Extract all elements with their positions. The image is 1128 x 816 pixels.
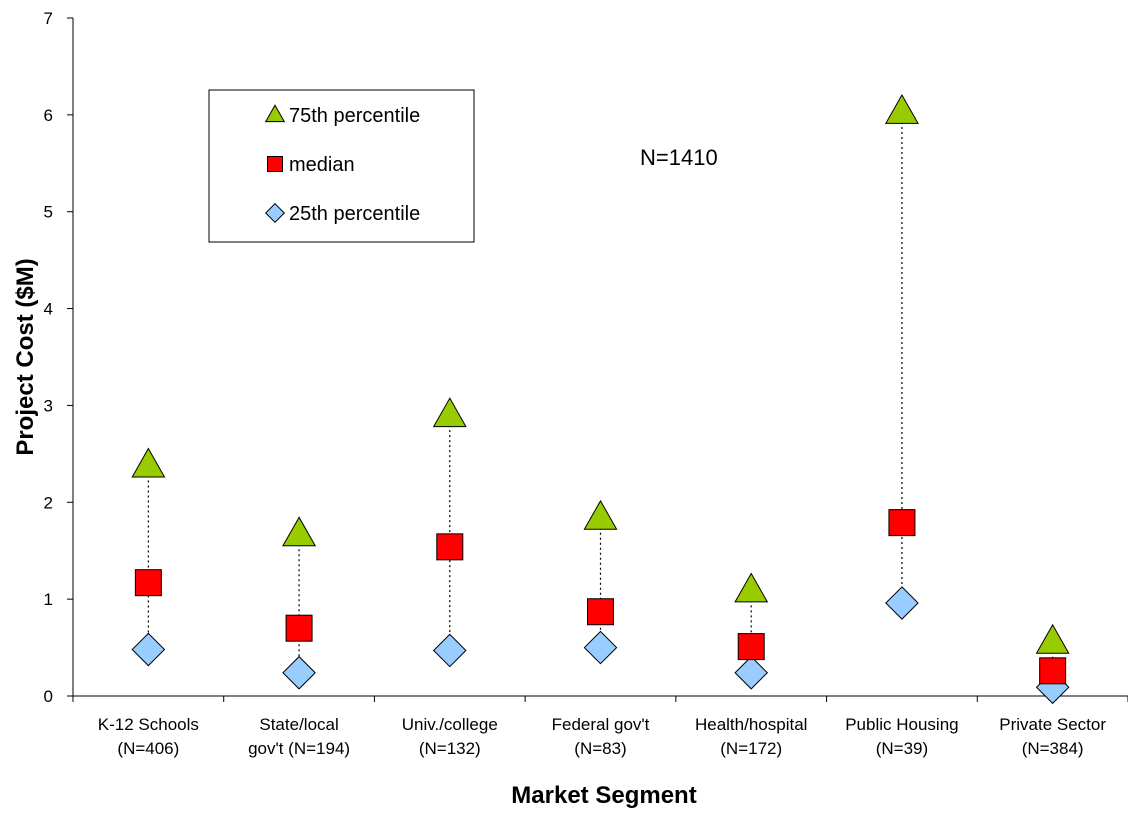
legend-median-marker (267, 156, 283, 172)
x-category-label: K-12 Schools (N=406) (98, 715, 199, 758)
median-point (436, 533, 464, 561)
x-category-label: State/local gov't (N=194) (248, 715, 350, 758)
median-point (134, 569, 162, 597)
legend: 75th percentile median 25th percentile (208, 89, 475, 243)
median-point (1039, 657, 1067, 685)
whiskers (147, 111, 1054, 688)
x-category-label-line: (N=132) (419, 739, 481, 758)
x-category-label-line: Health/hospital (695, 715, 807, 734)
x-category-label: Univ./college (N=132) (402, 715, 498, 758)
y-tick-label: 0 (44, 687, 53, 706)
y-tick-label: 5 (44, 203, 53, 222)
x-category-label-line: Private Sector (999, 715, 1106, 734)
75th-percentile-point (884, 94, 919, 124)
markers (131, 94, 1070, 705)
75th-percentile-point (734, 572, 769, 603)
x-category-label-line: (N=83) (574, 739, 626, 758)
75th-percentile-point (282, 516, 317, 547)
x-category-label: Public Housing (N=39) (845, 715, 958, 758)
median-point (285, 614, 313, 642)
median-point (888, 509, 916, 537)
x-category-label-line: (N=172) (720, 739, 782, 758)
x-category-label-line: State/local (259, 715, 338, 734)
25th-percentile-point (432, 633, 467, 668)
y-tick-label: 4 (44, 300, 53, 319)
75th-percentile-point (583, 499, 618, 530)
x-category-label-line: (N=406) (117, 739, 179, 758)
legend-median-label: median (289, 154, 355, 176)
legend-75th-percentile-label: 75th percentile (289, 105, 420, 127)
legend-25th-percentile-label: 25th percentile (289, 203, 420, 225)
x-axis-title: Market Segment (511, 782, 696, 809)
legend-75th-percentile-marker (264, 104, 286, 123)
x-category-label: Private Sector (N=384) (999, 715, 1106, 758)
y-tick-label: 2 (44, 493, 53, 512)
y-tick-label: 1 (44, 590, 53, 609)
x-category-label-line: gov't (N=194) (248, 739, 350, 758)
75th-percentile-point (131, 447, 166, 478)
25th-percentile-point (734, 655, 769, 690)
25th-percentile-point (131, 632, 166, 667)
x-category-label-line: Federal gov't (552, 715, 650, 734)
axes: 0 1 2 3 4 5 6 7 K-12 Schools (N=406) State/local go… (44, 9, 1128, 758)
legend-box (208, 89, 475, 243)
75th-percentile-point (432, 397, 467, 428)
25th-percentile-point (885, 586, 919, 620)
75th-percentile-point (1035, 623, 1070, 654)
x-category-label: Federal gov't (N=83) (552, 715, 650, 758)
x-category-label-line: Public Housing (845, 715, 958, 734)
x-category-label-line: (N=39) (876, 739, 928, 758)
x-category-label-line: Univ./college (402, 715, 498, 734)
25th-percentile-point (583, 630, 618, 665)
y-tick-label: 6 (44, 106, 53, 125)
25th-percentile-point (282, 655, 316, 690)
y-tick-label: 3 (44, 396, 53, 415)
x-category-label-line: (N=384) (1022, 739, 1084, 758)
legend-25th-percentile-marker (264, 202, 286, 224)
x-category-label-line: K-12 Schools (98, 715, 199, 734)
y-axis-title: Project Cost ($M) (12, 258, 39, 455)
median-point (587, 598, 614, 626)
y-tick-label: 7 (44, 9, 53, 28)
median-point (737, 633, 765, 661)
x-category-label: Health/hospital (N=172) (695, 715, 807, 758)
total-n-annotation: N=1410 (640, 145, 718, 170)
